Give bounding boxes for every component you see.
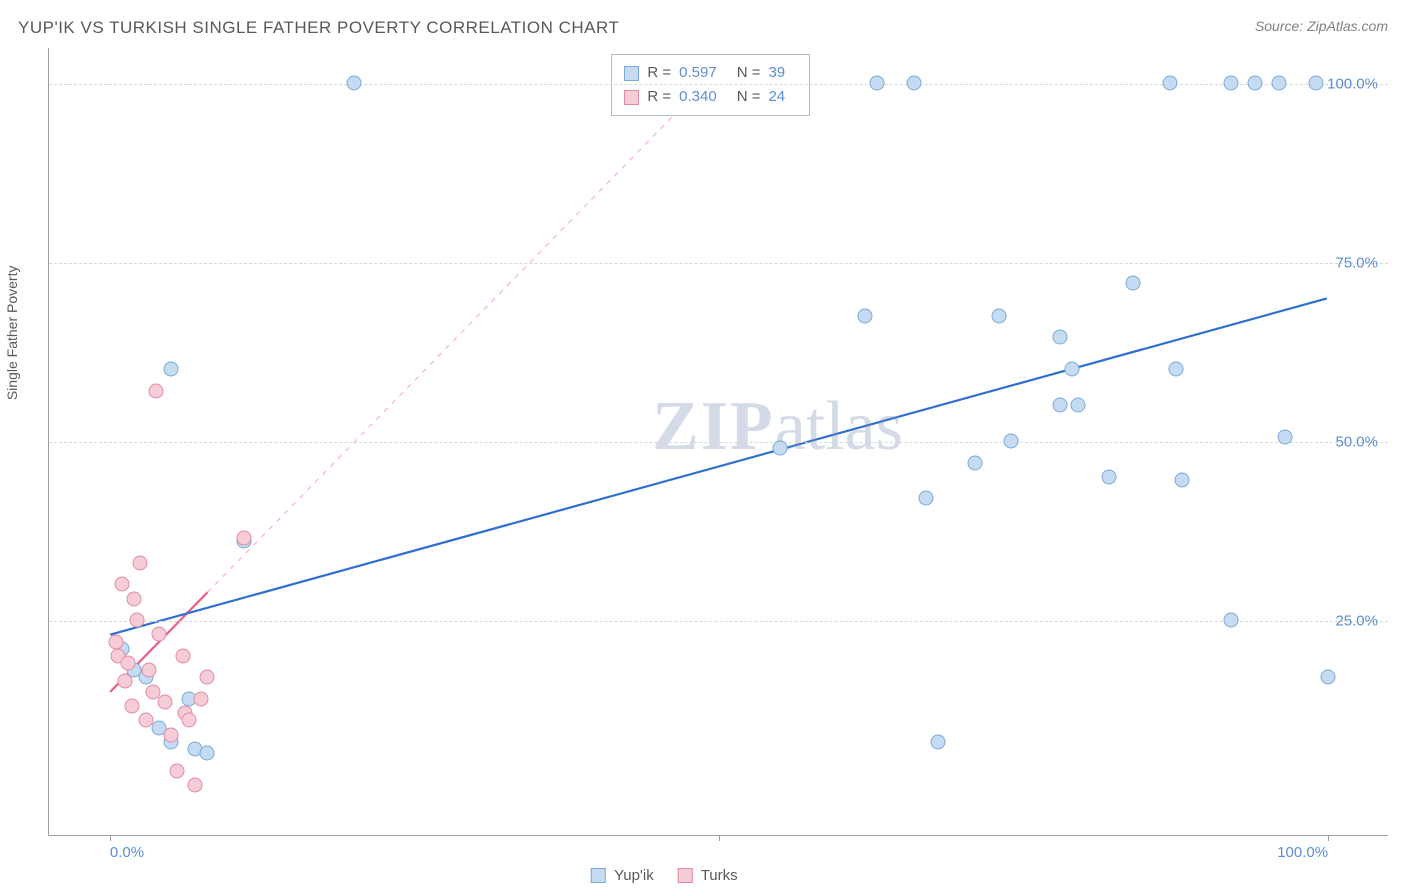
y-axis-tick-label: 50.0% (1335, 434, 1378, 451)
yupik-point (1278, 430, 1293, 445)
chart-title: YUP'IK VS TURKISH SINGLE FATHER POVERTY … (18, 18, 619, 38)
turks-point (115, 577, 130, 592)
gridline (49, 442, 1388, 443)
turks-point (133, 555, 148, 570)
stat-n-value: 24 (768, 85, 785, 109)
yupik-point (346, 75, 361, 90)
legend-label: Turks (701, 867, 738, 884)
yupik-point (1223, 613, 1238, 628)
y-axis-label: Single Father Poverty (4, 266, 20, 401)
correlation-stats-box: R = 0.597 N = 39 R = 0.340 N = 24 (611, 54, 810, 116)
turks-point (188, 777, 203, 792)
turks-point (236, 530, 251, 545)
watermark-zip: ZIP (652, 388, 775, 465)
legend-item: Yup'ik (591, 867, 654, 884)
yupik-point (1168, 362, 1183, 377)
turks-point (129, 613, 144, 628)
yupik-point (992, 308, 1007, 323)
stat-n-label: N = (737, 61, 761, 85)
series-swatch (624, 66, 639, 81)
yupik-point (919, 491, 934, 506)
turks-point (194, 691, 209, 706)
stat-r-label: R = (647, 85, 671, 109)
turks-point (109, 634, 124, 649)
stats-row: R = 0.340 N = 24 (624, 85, 797, 109)
source-label: Source: ZipAtlas.com (1255, 18, 1388, 34)
turks-point (139, 713, 154, 728)
x-tick (1328, 835, 1329, 841)
yupik-point (1101, 469, 1116, 484)
turks-point (141, 663, 156, 678)
turks-point (151, 627, 166, 642)
watermark-rest: atlas (775, 388, 903, 465)
legend-swatch (591, 868, 606, 883)
yupik-point (772, 441, 787, 456)
plot-area: ZIPatlas R = 0.597 N = 39 R = 0.340 N = 24 25.0… (48, 48, 1388, 836)
turks-point (149, 383, 164, 398)
gridline (49, 263, 1388, 264)
yupik-point (1321, 670, 1336, 685)
y-axis-tick-label: 75.0% (1335, 254, 1378, 271)
y-axis-tick-label: 100.0% (1327, 75, 1378, 92)
gridline (49, 621, 1388, 622)
turks-point (124, 699, 139, 714)
yupik-point (906, 75, 921, 90)
yupik-point (1272, 75, 1287, 90)
yupik-point (1308, 75, 1323, 90)
yupik-point (1053, 330, 1068, 345)
yupik-point (870, 75, 885, 90)
yupik-point (1004, 434, 1019, 449)
yupik-point (1065, 362, 1080, 377)
stat-n-value: 39 (768, 61, 785, 85)
y-axis-tick-label: 25.0% (1335, 613, 1378, 630)
legend: Yup'ik Turks (591, 867, 738, 884)
stat-r-value: 0.597 (679, 61, 717, 85)
x-tick (110, 835, 111, 841)
yupik-point (1126, 276, 1141, 291)
turks-point (163, 727, 178, 742)
yupik-point (1162, 75, 1177, 90)
turks-point (157, 695, 172, 710)
yupik-point (200, 745, 215, 760)
stat-r-label: R = (647, 61, 671, 85)
yupik-point (858, 308, 873, 323)
turks-point (169, 763, 184, 778)
legend-swatch (678, 868, 693, 883)
turks-point (117, 673, 132, 688)
yupik-point (1071, 398, 1086, 413)
yupik-point (163, 362, 178, 377)
turks-point (200, 670, 215, 685)
legend-item: Turks (678, 867, 738, 884)
turks-point (127, 591, 142, 606)
x-axis-tick-label: 0.0% (110, 844, 144, 861)
yupik-point (931, 734, 946, 749)
x-tick (719, 835, 720, 841)
yupik-point (1053, 398, 1068, 413)
yupik-point (1174, 473, 1189, 488)
gridline (49, 84, 1388, 85)
stat-r-value: 0.340 (679, 85, 717, 109)
turks-point (176, 648, 191, 663)
stats-row: R = 0.597 N = 39 (624, 61, 797, 85)
yupik-point (1248, 75, 1263, 90)
turks-point (182, 713, 197, 728)
stat-n-label: N = (737, 85, 761, 109)
legend-label: Yup'ik (614, 867, 654, 884)
yupik-point (967, 455, 982, 470)
series-swatch (624, 90, 639, 105)
turks-point (121, 656, 136, 671)
yupik-point (1223, 75, 1238, 90)
x-axis-tick-label: 100.0% (1277, 844, 1328, 861)
